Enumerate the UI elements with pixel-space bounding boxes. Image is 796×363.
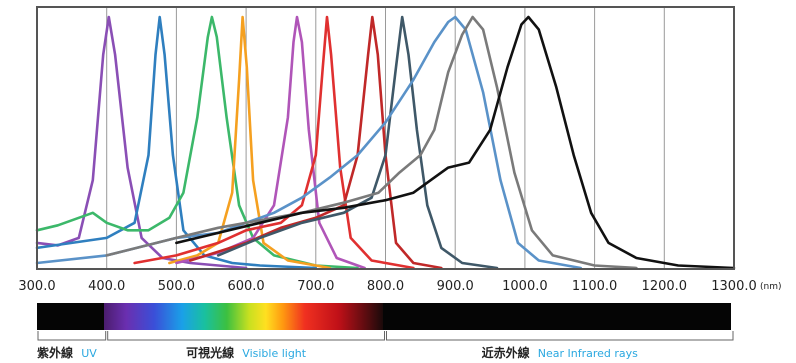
region-label-en: UV <box>81 347 97 360</box>
uv-band <box>37 303 104 330</box>
region-bracket <box>386 331 734 341</box>
series-lines <box>35 15 736 270</box>
series-line-10 <box>105 15 638 270</box>
region-label-en: Visible light <box>242 347 306 360</box>
x-tick-label: 400.0 <box>88 279 125 294</box>
x-tick-labels: 300.0 400.0 500.0 600.0 700.0 800.0 900.0 1000.… <box>18 279 756 294</box>
series-line-6 <box>133 15 415 270</box>
region-label: 近赤外線 Near Infrared rays <box>482 345 639 360</box>
vertical-grid-lines <box>106 7 665 269</box>
x-tick-label: 1100.0 <box>572 279 618 294</box>
x-tick-label: 500.0 <box>158 279 195 294</box>
series-line-4 <box>168 15 331 270</box>
region-label-en: Near Infrared rays <box>538 347 638 360</box>
series-line-7 <box>189 15 443 270</box>
x-tick-label: 1300.0 <box>711 279 757 294</box>
visible-band <box>104 303 383 330</box>
series-line-11 <box>175 15 736 270</box>
series-line-8 <box>216 15 499 270</box>
region-label: 紫外線 UV <box>37 345 97 360</box>
region-label-jp: 紫外線 <box>37 345 77 360</box>
x-tick-label: 800.0 <box>367 279 404 294</box>
x-tick-label: 700.0 <box>297 279 334 294</box>
x-tick-label: 900.0 <box>437 279 474 294</box>
nir-band <box>383 303 731 330</box>
series-line-1 <box>35 15 248 270</box>
series-line-5 <box>175 15 366 270</box>
plot-frame <box>36 6 735 270</box>
region-bracket <box>107 331 385 341</box>
x-unit-label: (nm) <box>760 282 782 292</box>
x-tick-label: 1000.0 <box>502 279 548 294</box>
series-line-2 <box>35 15 318 270</box>
spectrum-bar <box>37 303 731 330</box>
region-label-jp: 可視光線 <box>186 345 238 360</box>
x-tick-label: 300.0 <box>18 279 55 294</box>
x-tick-label: 600.0 <box>227 279 264 294</box>
x-tick-label: 1200.0 <box>642 279 688 294</box>
region-bracket <box>37 331 107 341</box>
spectrum-region-labels: 紫外線 UV 可視光線 Visible light 近赤外線 Near Infrar… <box>37 331 734 360</box>
region-label-jp: 近赤外線 <box>482 345 534 360</box>
region-label: 可視光線 Visible light <box>186 345 307 360</box>
